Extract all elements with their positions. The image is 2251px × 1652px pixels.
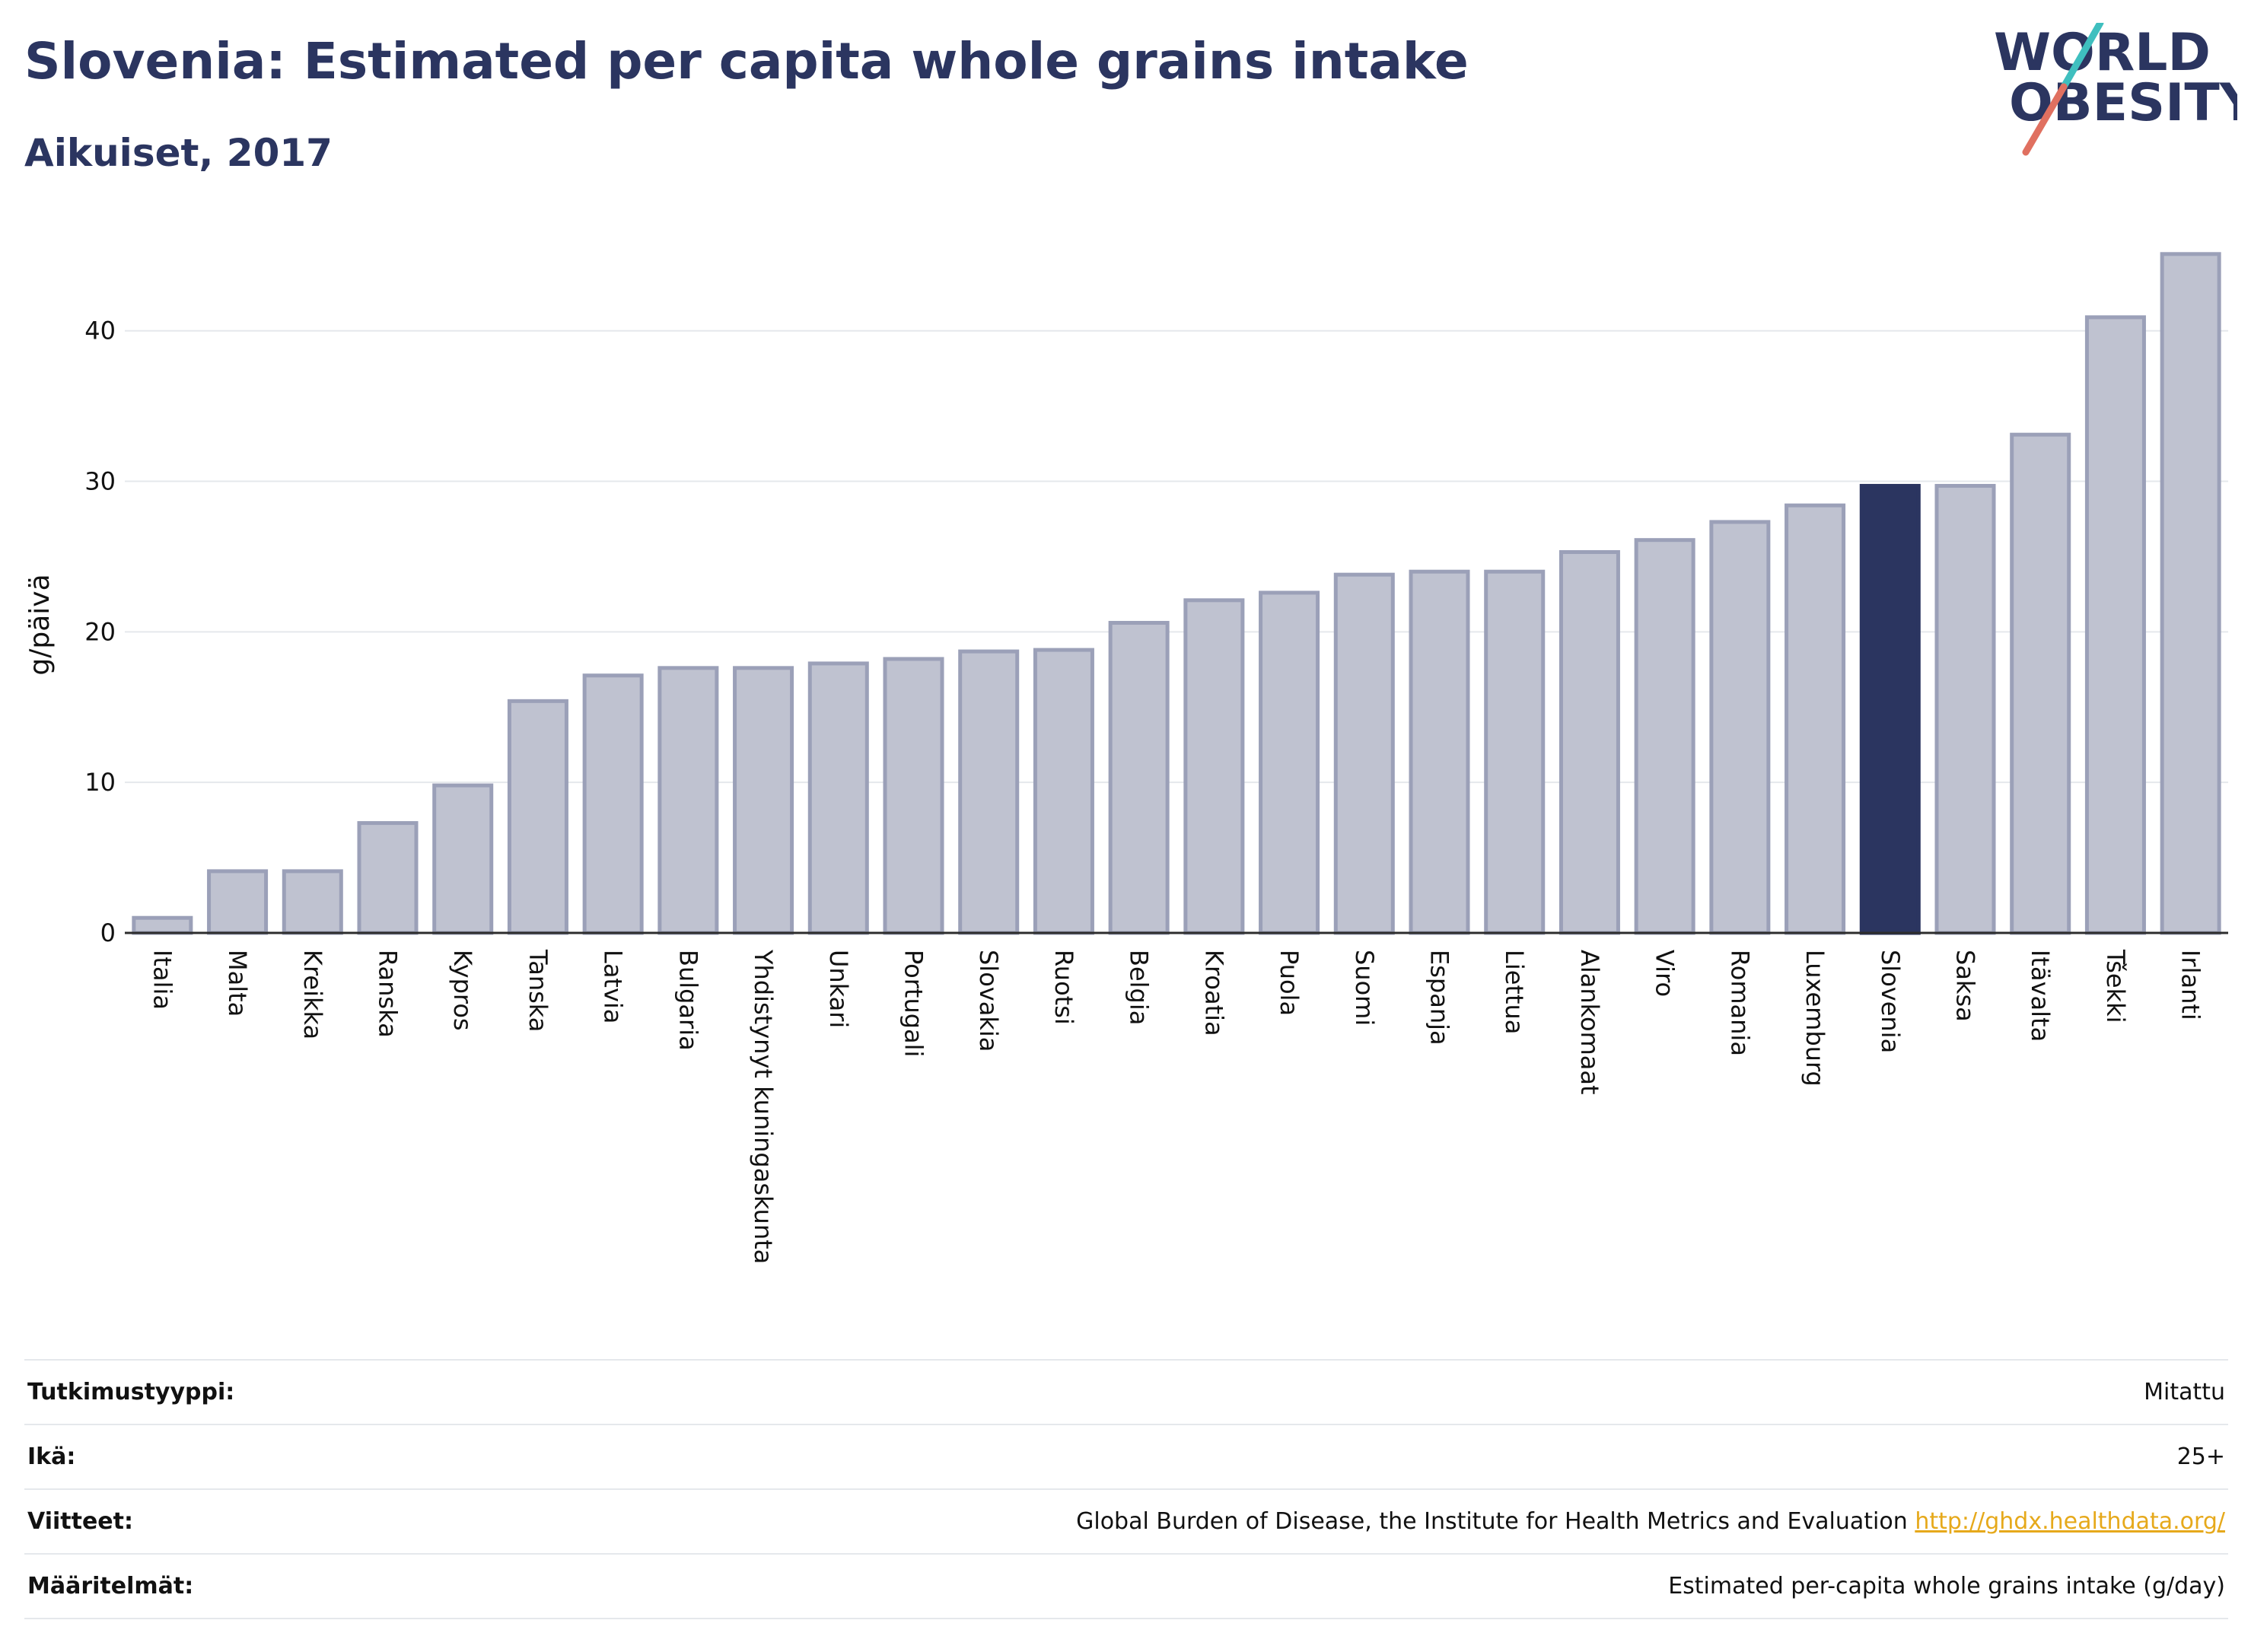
x-tick-label: Unkari — [824, 950, 853, 1028]
bar[interactable] — [1934, 483, 1996, 935]
bar[interactable] — [1409, 569, 1470, 935]
x-tick-label: Kypros — [448, 950, 477, 1031]
x-tick-label: Malta — [223, 950, 252, 1017]
y-tick-label: 20 — [84, 617, 116, 646]
x-tick-label: Slovakia — [974, 950, 1003, 1052]
y-axis-title: g/päivä — [24, 574, 56, 675]
x-tick-label: Tanska — [524, 949, 552, 1032]
info-value: Mitattu — [368, 1359, 2228, 1425]
x-tick-label: Irlanti — [2176, 950, 2205, 1020]
x-tick-label: Puola — [1275, 950, 1304, 1016]
info-table: Tutkimustyyppi: Mitattu Ikä: 25+ Viittee… — [24, 1359, 2228, 1619]
bar[interactable] — [1108, 620, 1170, 935]
info-key: Määritelmät: — [24, 1554, 368, 1619]
bar[interactable] — [1634, 538, 1695, 935]
info-value: 25+ — [368, 1424, 2228, 1490]
bar[interactable] — [2084, 315, 2146, 935]
x-tick-label: Portugali — [899, 950, 928, 1057]
bar[interactable] — [432, 783, 494, 935]
bar[interactable] — [207, 869, 269, 935]
bar[interactable] — [1785, 503, 1846, 935]
bar[interactable] — [357, 821, 419, 935]
x-tick-label: Espanja — [1425, 950, 1454, 1046]
x-tick-label: Kreikka — [298, 950, 327, 1039]
reference-link[interactable]: http://ghdx.healthdata.org/ — [1915, 1508, 2225, 1535]
bar[interactable] — [1709, 520, 1771, 935]
bar[interactable] — [1333, 572, 1395, 935]
bar[interactable] — [1259, 590, 1320, 935]
x-axis-labels: Italia Malta Kreikka Ranska Kypros Tanska Latv… — [148, 949, 2205, 1264]
logo-line-2: OBESITY — [2009, 73, 2237, 133]
bar[interactable] — [1559, 550, 1620, 935]
info-value: Global Burden of Disease, the Institute … — [1076, 1508, 1908, 1535]
x-tick-label: Bulgaria — [673, 950, 702, 1051]
chart-subtitle: Aikuiset, 2017 — [24, 131, 333, 175]
bar-highlight[interactable] — [1859, 483, 1921, 935]
x-tick-label: Yhdistynyt kuningaskunta — [749, 949, 778, 1264]
bar[interactable] — [733, 666, 794, 935]
logo-slash-coral — [2022, 83, 2068, 156]
bar[interactable] — [2010, 432, 2071, 935]
bar[interactable] — [582, 673, 644, 935]
info-row-references: Viitteet: Global Burden of Disease, the … — [24, 1489, 2228, 1555]
y-axis-ticks: 0 10 20 30 40 — [84, 317, 116, 947]
bar[interactable] — [1033, 648, 1094, 935]
info-row-definitions: Määritelmät: Estimated per-capita whole … — [24, 1554, 2228, 1619]
x-tick-label: Alankomaat — [1575, 950, 1604, 1095]
bar[interactable] — [1484, 569, 1546, 935]
x-tick-label: Luxemburg — [1800, 950, 1829, 1087]
logo-line-1: WORLD — [1994, 23, 2211, 83]
info-key: Ikä: — [24, 1424, 368, 1490]
bar[interactable] — [657, 666, 719, 935]
y-tick-label: 0 — [100, 918, 116, 947]
x-tick-label: Ruotsi — [1049, 950, 1078, 1025]
x-tick-label: Liettua — [1500, 950, 1529, 1034]
x-tick-label: Ranska — [374, 950, 403, 1038]
bar[interactable] — [132, 915, 193, 935]
x-tick-label: Itävalta — [2026, 950, 2055, 1042]
world-obesity-logo: WORLD OBESITY — [1994, 23, 2237, 156]
x-tick-label: Italia — [148, 950, 177, 1010]
bar[interactable] — [883, 657, 944, 935]
chart-title: Slovenia: Estimated per capita whole gra… — [24, 32, 1469, 91]
x-tick-label: Tšekki — [2101, 949, 2130, 1023]
info-key: Viitteet: — [24, 1489, 368, 1555]
y-tick-label: 30 — [84, 467, 116, 496]
x-tick-label: Latvia — [599, 950, 628, 1023]
bars — [132, 252, 2221, 935]
x-tick-label: Belgia — [1125, 950, 1154, 1025]
bar[interactable] — [2160, 252, 2221, 935]
bar[interactable] — [507, 699, 568, 935]
info-key: Tutkimustyyppi: — [24, 1359, 368, 1425]
info-row-age: Ikä: 25+ — [24, 1424, 2228, 1490]
x-tick-label: Viro — [1651, 950, 1679, 997]
bar-chart: 0 10 20 30 40 Italia Malta Kreikka Ranska Kypros… — [24, 252, 2228, 1264]
bar[interactable] — [807, 661, 869, 935]
bar[interactable] — [958, 649, 1020, 935]
x-tick-label: Slovenia — [1876, 950, 1905, 1053]
x-tick-label: Romania — [1725, 950, 1754, 1056]
x-tick-label: Suomi — [1350, 950, 1379, 1026]
logo-slash-teal — [2060, 23, 2104, 91]
y-tick-label: 10 — [84, 768, 116, 797]
x-tick-label: Saksa — [1951, 950, 1980, 1022]
info-row-study-type: Tutkimustyyppi: Mitattu — [24, 1359, 2228, 1425]
y-tick-label: 40 — [84, 317, 116, 345]
bar[interactable] — [282, 869, 343, 935]
info-value-cell: Global Burden of Disease, the Institute … — [368, 1489, 2228, 1555]
info-value: Estimated per-capita whole grains intake… — [368, 1554, 2228, 1619]
bar[interactable] — [1183, 598, 1245, 935]
x-tick-label: Kroatia — [1199, 950, 1228, 1036]
